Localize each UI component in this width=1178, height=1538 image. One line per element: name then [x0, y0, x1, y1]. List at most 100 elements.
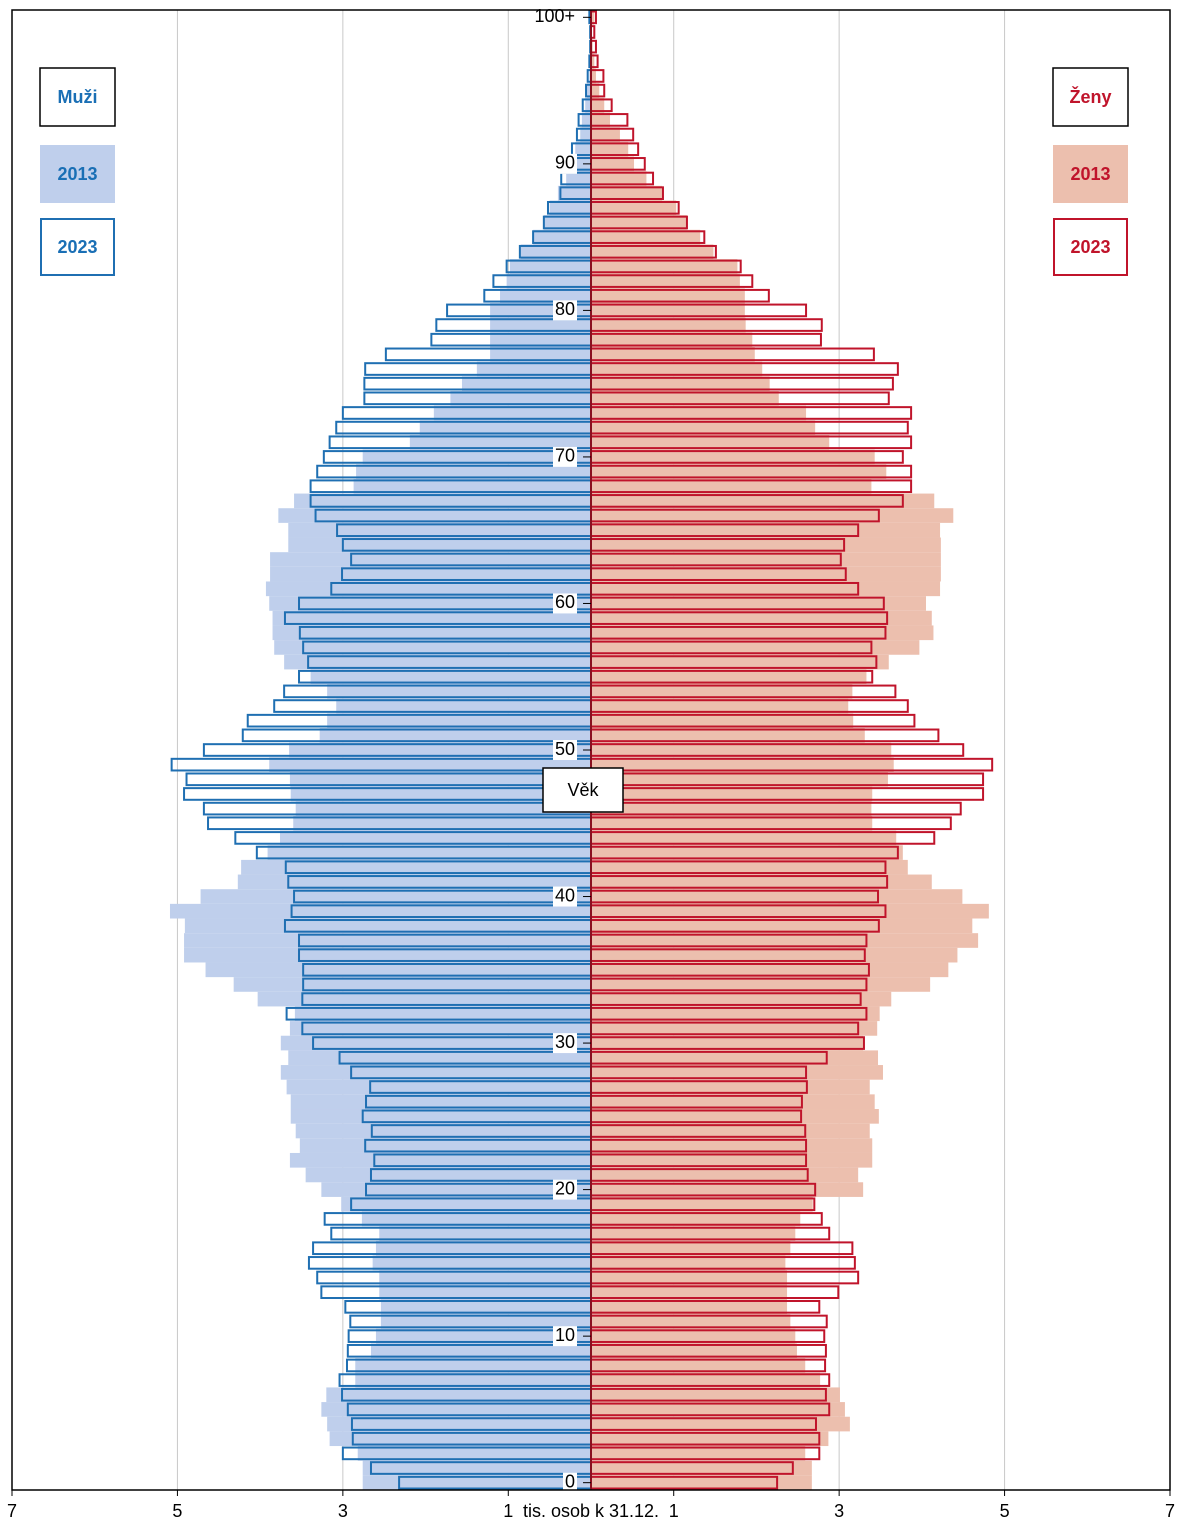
bar [237, 874, 591, 890]
bar [433, 405, 591, 421]
bar [591, 1050, 879, 1066]
bar [279, 830, 591, 846]
bar [294, 493, 591, 509]
bar [362, 449, 591, 465]
bar [375, 1328, 591, 1344]
x-tick-label: 1 [503, 1501, 513, 1521]
bar [591, 566, 941, 582]
bar [591, 684, 853, 699]
bar [591, 1123, 870, 1139]
bar [270, 566, 591, 582]
bar [591, 508, 954, 523]
bar [591, 1182, 864, 1197]
bar [341, 1196, 591, 1212]
x-tick-label: 1 [669, 1501, 679, 1521]
bar [500, 288, 591, 304]
bar [591, 405, 807, 421]
bar [591, 859, 908, 875]
bar [461, 376, 591, 391]
bar [591, 1006, 880, 1022]
bar [272, 625, 591, 641]
bar [591, 303, 745, 318]
bar [591, 68, 596, 84]
bar [362, 1475, 591, 1490]
y-tick-label: 100+ [534, 6, 575, 26]
bar [575, 141, 591, 157]
bar [591, 273, 740, 289]
legend-label: 2013 [1070, 164, 1110, 184]
y-tick-bg [553, 153, 577, 174]
bar [557, 185, 591, 201]
legend-header-box [1052, 67, 1129, 127]
bar [490, 347, 591, 362]
y-tick-label: 40 [555, 885, 575, 905]
bar [450, 390, 591, 406]
bar [362, 1460, 591, 1476]
legend-swatch [1053, 145, 1128, 203]
bar [295, 801, 591, 816]
bar [319, 728, 591, 743]
bar [580, 127, 591, 142]
bar [299, 1138, 591, 1153]
bar [591, 537, 941, 553]
bar [591, 229, 701, 245]
x-axis-label: tis. osob k 31.12. [523, 1501, 659, 1521]
legend-header-box [39, 67, 116, 127]
bar [591, 171, 647, 186]
bar [419, 420, 591, 435]
legend-swatch [40, 218, 115, 276]
bar [269, 757, 591, 772]
bar [591, 625, 934, 641]
bar [372, 1255, 591, 1271]
bar [591, 1226, 796, 1241]
bar [288, 522, 591, 538]
legend-label: 2013 [57, 164, 97, 184]
bar [591, 581, 941, 597]
y-tick-bg [533, 7, 577, 28]
bar [591, 420, 816, 435]
bar [591, 991, 892, 1007]
bar [591, 830, 897, 846]
bar [280, 1035, 591, 1051]
bar [289, 1021, 591, 1036]
bar [591, 640, 920, 655]
x-tick-label: 3 [338, 1501, 348, 1521]
bar [327, 1416, 591, 1432]
bar [591, 771, 888, 787]
bar [520, 244, 591, 260]
bar [591, 332, 753, 348]
bar [591, 1109, 879, 1124]
bar [591, 1094, 875, 1110]
bar [379, 1226, 591, 1241]
bar [184, 918, 591, 934]
y-tick-bg [553, 1033, 577, 1054]
bar [591, 1079, 870, 1095]
bar [305, 1167, 591, 1183]
bar [509, 259, 591, 274]
bar [280, 1065, 591, 1080]
bar [591, 1299, 788, 1315]
bar [591, 1372, 821, 1388]
bar [591, 1328, 796, 1344]
bar [274, 640, 591, 655]
y-tick-label: 20 [555, 1178, 575, 1198]
y-tick-label: 50 [555, 739, 575, 759]
legend-header: Ženy [1069, 86, 1111, 107]
bar [284, 654, 591, 670]
bar [591, 434, 830, 450]
bar [591, 1167, 859, 1183]
x-tick-label: 5 [1000, 1501, 1010, 1521]
bar [257, 991, 591, 1007]
bar [591, 962, 949, 978]
bar [357, 1446, 591, 1461]
bar [241, 859, 591, 875]
bar [310, 669, 591, 685]
bar [591, 493, 935, 509]
bar [591, 1446, 806, 1461]
bar [591, 977, 931, 992]
x-tick-label: 3 [834, 1501, 844, 1521]
bar [586, 83, 591, 98]
bar [591, 244, 714, 260]
bar [543, 215, 591, 230]
bar [591, 610, 932, 626]
